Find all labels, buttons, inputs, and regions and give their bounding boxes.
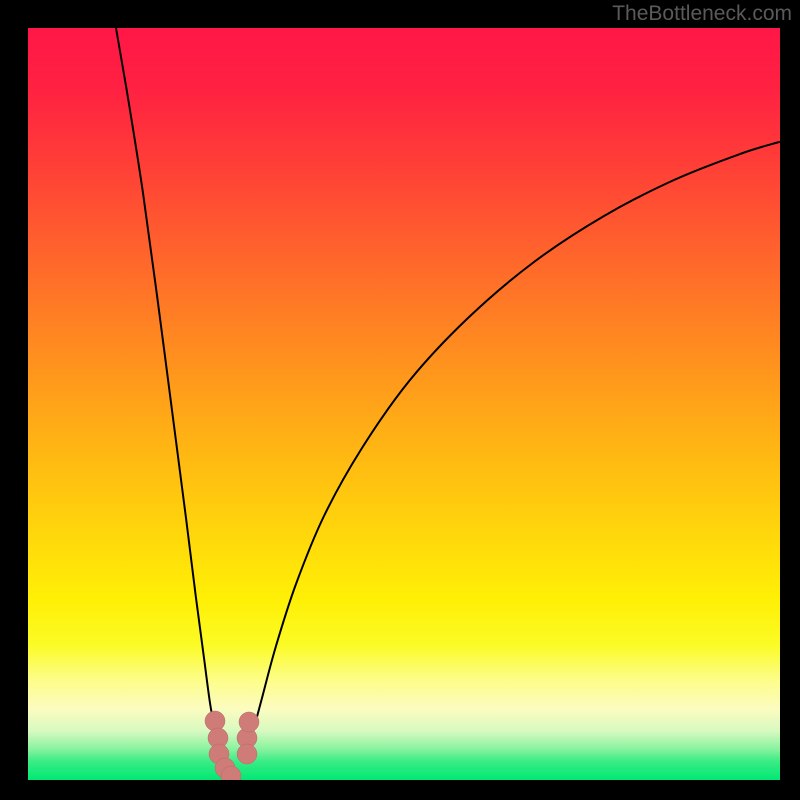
chart-svg — [28, 28, 780, 780]
marker-dot — [239, 712, 259, 732]
gradient-background — [28, 28, 780, 780]
marker-dot — [205, 711, 225, 731]
plot-area — [28, 28, 780, 780]
marker-dot — [237, 744, 257, 764]
chart-container: TheBottleneck.com — [0, 0, 800, 800]
marker-cluster-right — [237, 712, 259, 764]
watermark-text: TheBottleneck.com — [612, 2, 792, 26]
